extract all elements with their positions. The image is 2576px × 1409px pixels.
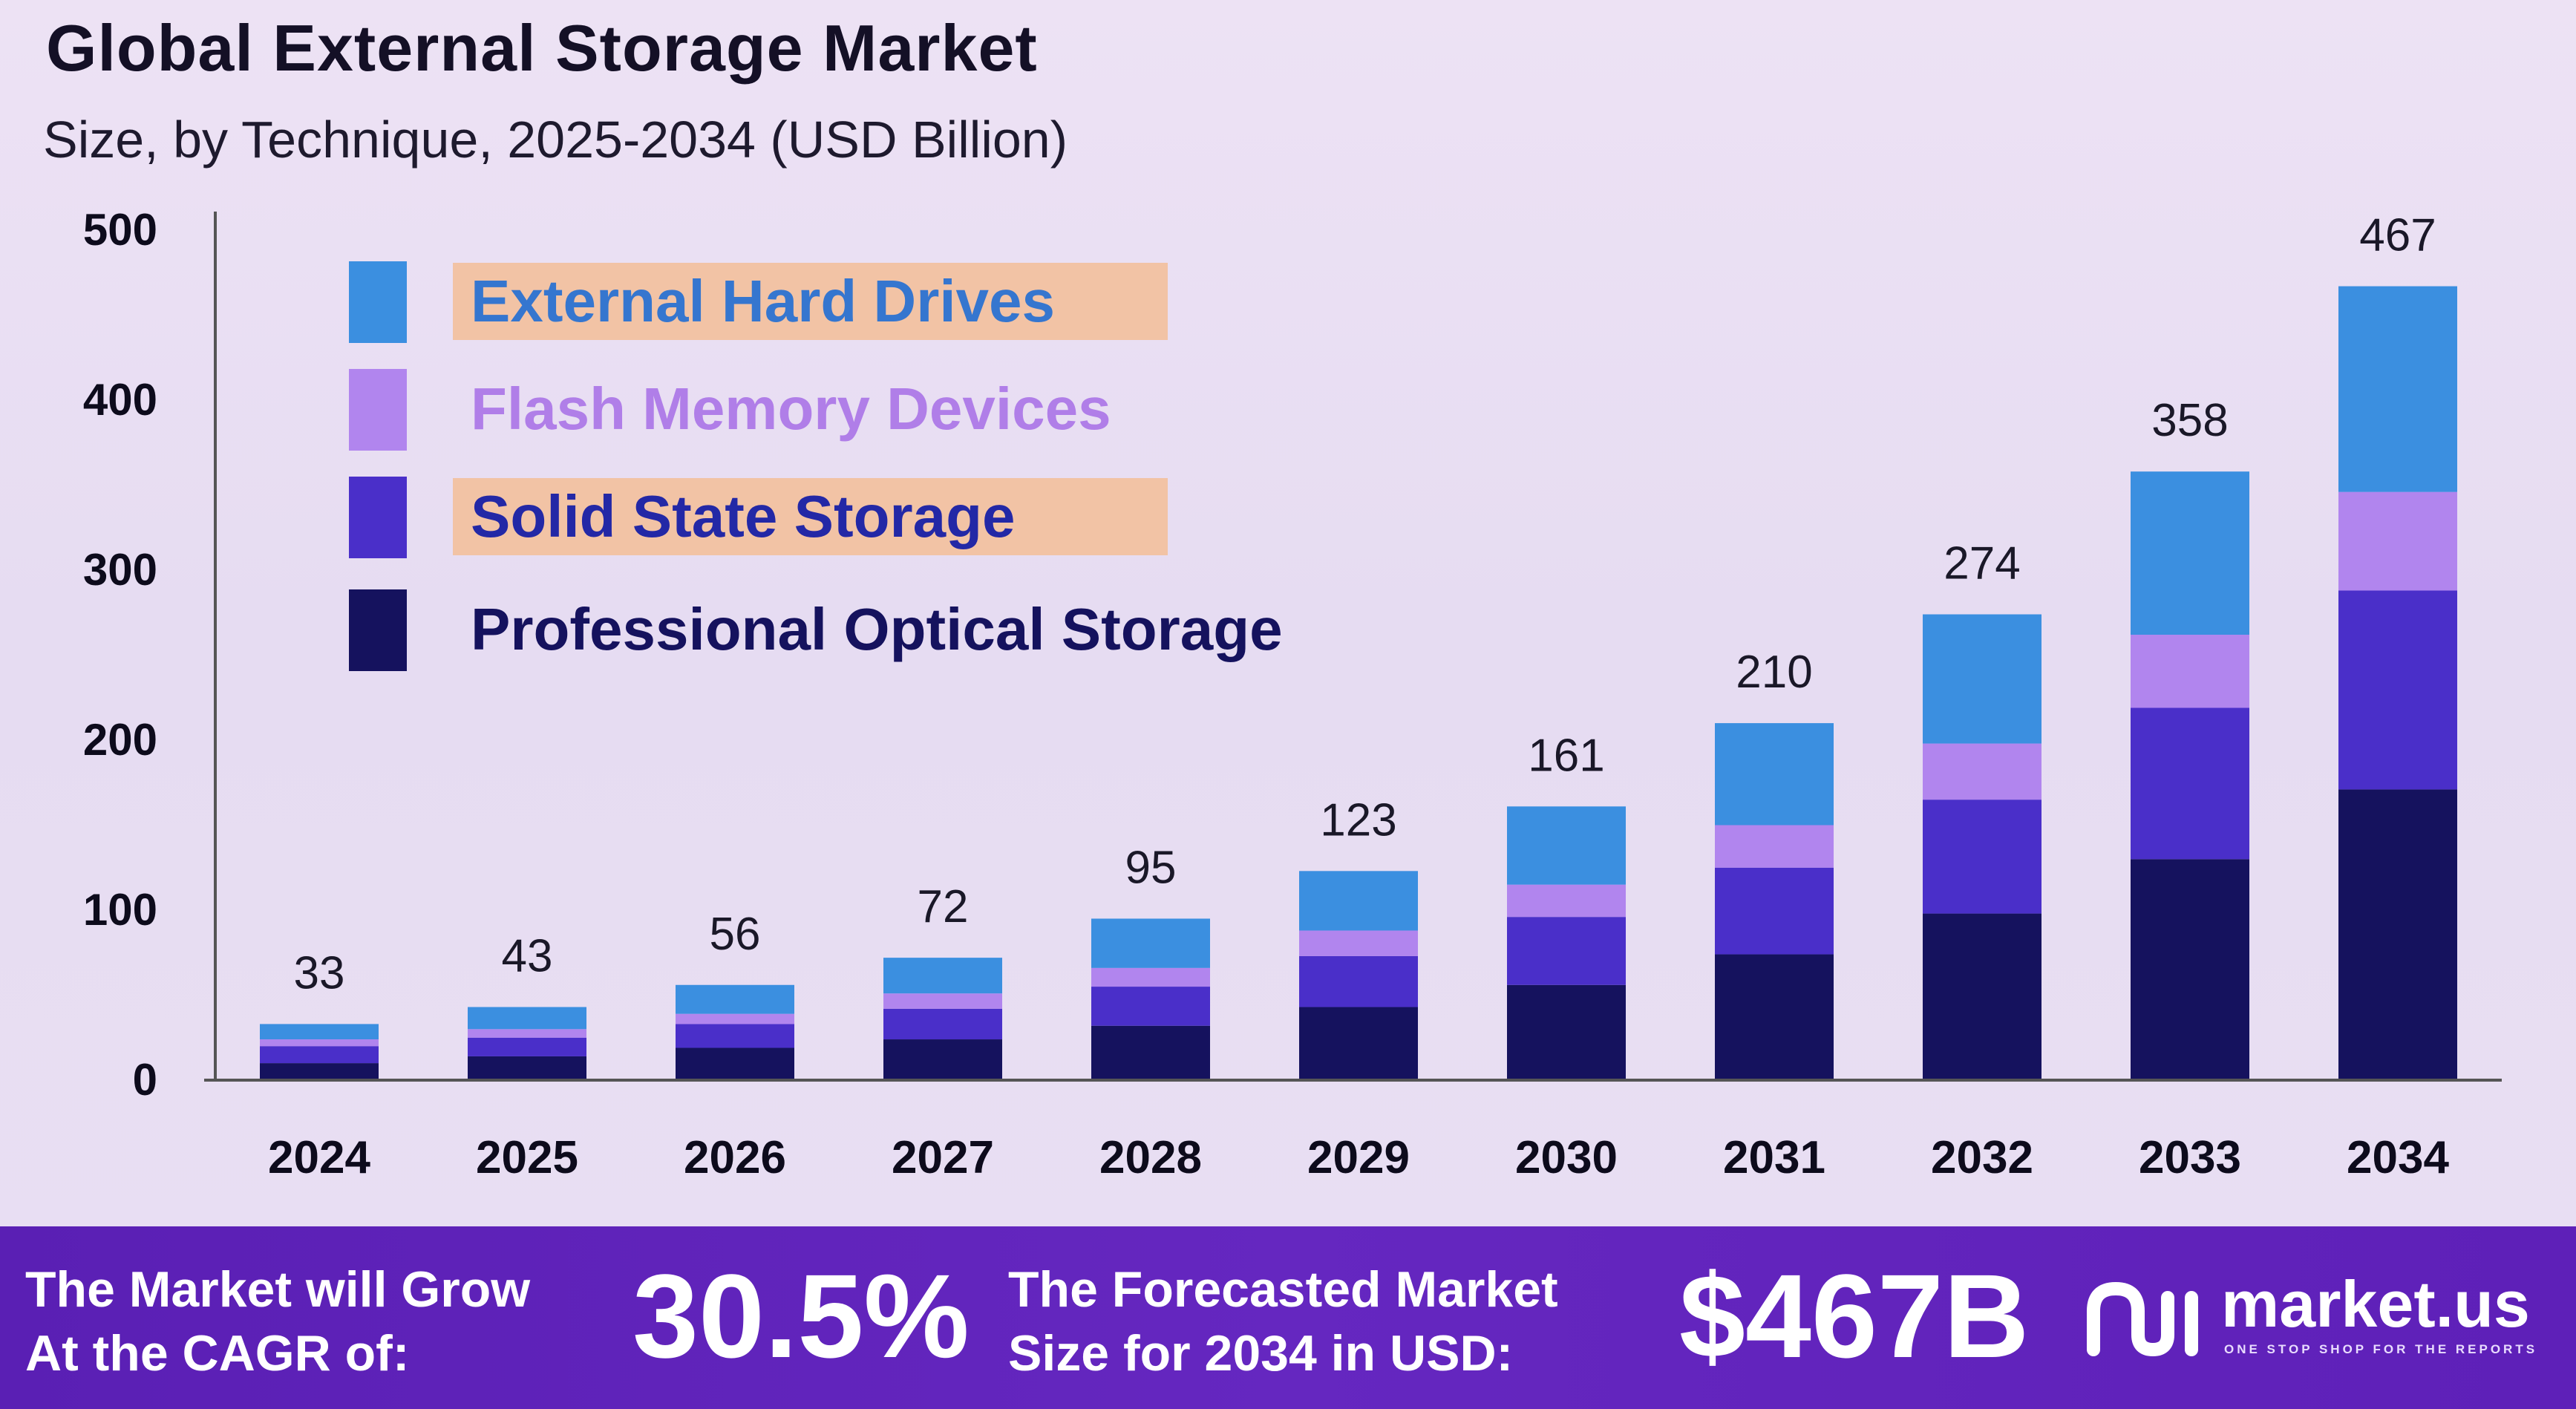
bar-segment-external-hard-drives (1923, 614, 2041, 744)
total-label: 161 (1528, 730, 1604, 781)
chart-title: Global External Storage Market (46, 11, 1038, 85)
x-tick-label: 2031 (1723, 1132, 1825, 1183)
total-label: 467 (2359, 210, 2436, 261)
bar-segment-external-hard-drives (1715, 723, 1834, 826)
total-label: 123 (1320, 794, 1396, 846)
bar-segment-professional-optical-storage (676, 1047, 794, 1080)
bar-segment-solid-state-storage (1299, 955, 1418, 1007)
bar-segment-professional-optical-storage (1923, 913, 2041, 1080)
total-label: 358 (2151, 395, 2228, 446)
stacked-bar-chart: 0 100 200 300 400 500 33 2024 43 2025 56 2026 72 2027… (83, 205, 2502, 1183)
x-tick-label: 2034 (2347, 1132, 2449, 1183)
bar-segment-solid-state-storage (468, 1037, 586, 1056)
legend-item-solid-state-storage: Solid State Storage (349, 468, 1462, 558)
y-tick-label: 0 (133, 1055, 157, 1105)
legend-swatch-external-hard-drives (349, 261, 407, 343)
legend-item-external-hard-drives: External Hard Drives (349, 252, 1462, 343)
legend-swatch-solid-state-storage (349, 477, 407, 558)
cagr-caption: The Market will Grow At the CAGR of: (25, 1258, 530, 1385)
forecast-caption-line1: The Forecasted Market (1008, 1261, 1558, 1318)
logo-wordmark: market.us (2221, 1267, 2530, 1341)
bar-segment-flash-memory-devices (1091, 967, 1210, 987)
bar-segment-external-hard-drives (883, 958, 1002, 994)
bar-segment-external-hard-drives (2338, 286, 2457, 492)
bar-segment-solid-state-storage (1715, 867, 1834, 955)
x-tick-label: 2029 (1307, 1132, 1410, 1183)
bar-segment-solid-state-storage (2131, 707, 2249, 860)
total-label: 33 (294, 947, 345, 998)
bar-segment-flash-memory-devices (1507, 884, 1626, 918)
cagr-value: 30.5% (632, 1249, 970, 1382)
total-label: 274 (1944, 538, 2020, 589)
total-label: 95 (1125, 842, 1177, 893)
cagr-caption-line2: At the CAGR of: (25, 1325, 410, 1382)
bar-segment-flash-memory-devices (468, 1029, 586, 1038)
cagr-caption-line1: The Market will Grow (25, 1261, 531, 1318)
bar-segment-professional-optical-storage (1299, 1007, 1418, 1080)
bar-segment-flash-memory-devices (883, 993, 1002, 1009)
y-tick-label: 100 (83, 885, 157, 935)
legend-swatch-professional-optical-storage (349, 589, 407, 671)
bar-segment-professional-optical-storage (260, 1063, 379, 1080)
bar-segment-external-hard-drives (468, 1007, 586, 1030)
bar-segment-solid-state-storage (676, 1024, 794, 1048)
x-tick-label: 2028 (1099, 1132, 1202, 1183)
forecast-caption: The Forecasted Market Size for 2034 in U… (1008, 1258, 1558, 1385)
y-tick-label: 300 (83, 545, 157, 595)
x-tick-label: 2030 (1515, 1132, 1618, 1183)
bar-segment-solid-state-storage (260, 1046, 379, 1064)
total-label: 56 (710, 909, 761, 960)
legend-label-flash-memory-devices: Flash Memory Devices (471, 376, 1111, 442)
bar-segment-external-hard-drives (260, 1024, 379, 1040)
bar-segment-flash-memory-devices (2338, 491, 2457, 591)
legend-label-external-hard-drives: External Hard Drives (453, 263, 1168, 340)
bar-segment-professional-optical-storage (1091, 1025, 1210, 1080)
y-tick-label: 400 (83, 375, 157, 425)
bar-segment-flash-memory-devices (1299, 930, 1418, 956)
legend-swatch-flash-memory-devices (349, 369, 407, 451)
bar-segment-professional-optical-storage (1507, 984, 1626, 1080)
bar-segment-professional-optical-storage (2131, 859, 2249, 1080)
forecast-value: $467B (1679, 1249, 2030, 1382)
total-label: 210 (1736, 647, 1812, 698)
total-label: 43 (502, 931, 553, 982)
bar-segment-professional-optical-storage (1715, 954, 1834, 1080)
bar-segment-flash-memory-devices (2131, 635, 2249, 708)
legend-label-professional-optical-storage: Professional Optical Storage (471, 596, 1283, 662)
bar-segment-external-hard-drives (2131, 471, 2249, 635)
bar-segment-flash-memory-devices (1715, 825, 1834, 868)
legend-item-flash-memory-devices: Flash Memory Devices (349, 360, 1462, 451)
market-us-logo-icon (2087, 1281, 2198, 1357)
logo-tagline: ONE STOP SHOP FOR THE REPORTS (2224, 1342, 2538, 1356)
x-tick-label: 2033 (2139, 1132, 2241, 1183)
x-tick-label: 2032 (1931, 1132, 2033, 1183)
bar-segment-flash-memory-devices (1923, 743, 2041, 800)
y-tick-label: 200 (83, 715, 157, 765)
chart-subtitle: Size, by Technique, 2025-2034 (USD Billi… (43, 111, 1068, 169)
bar-segment-solid-state-storage (1091, 987, 1210, 1026)
bar-segment-solid-state-storage (2338, 590, 2457, 790)
bar-segment-external-hard-drives (1299, 871, 1418, 931)
total-label: 72 (918, 881, 969, 932)
x-tick-label: 2027 (892, 1132, 994, 1183)
bar-segment-professional-optical-storage (883, 1039, 1002, 1080)
legend-item-professional-optical-storage: Professional Optical Storage (349, 581, 1462, 671)
bar-segment-flash-memory-devices (676, 1013, 794, 1024)
footer-banner: The Market will Grow At the CAGR of: 30.… (0, 1226, 2576, 1409)
y-tick-label: 500 (83, 205, 157, 255)
x-tick-label: 2024 (268, 1132, 370, 1183)
bar-segment-external-hard-drives (676, 984, 794, 1014)
bar-segment-external-hard-drives (1091, 918, 1210, 968)
bar-segment-external-hard-drives (1507, 806, 1626, 885)
x-tick-label: 2025 (476, 1132, 578, 1183)
forecast-caption-line2: Size for 2034 in USD: (1008, 1325, 1514, 1382)
bar-segment-solid-state-storage (1923, 800, 2041, 914)
legend-label-solid-state-storage: Solid State Storage (453, 478, 1168, 555)
bar-segment-professional-optical-storage (2338, 789, 2457, 1080)
bar-segment-solid-state-storage (883, 1008, 1002, 1040)
x-tick-label: 2026 (684, 1132, 786, 1183)
bar-segment-professional-optical-storage (468, 1056, 586, 1080)
bar-segment-flash-memory-devices (260, 1039, 379, 1047)
bar-segment-solid-state-storage (1507, 917, 1626, 985)
